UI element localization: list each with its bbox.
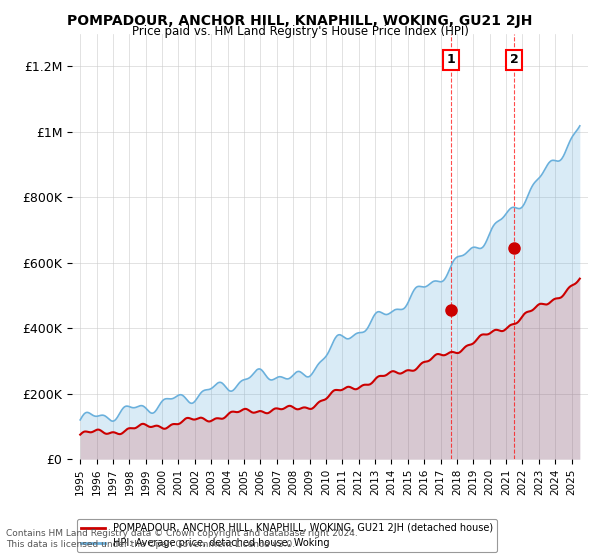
Text: Contains HM Land Registry data © Crown copyright and database right 2024.
This d: Contains HM Land Registry data © Crown c… [6,529,358,549]
Text: 2: 2 [510,53,518,66]
Text: Price paid vs. HM Land Registry's House Price Index (HPI): Price paid vs. HM Land Registry's House … [131,25,469,38]
Legend: POMPADOUR, ANCHOR HILL, KNAPHILL, WOKING, GU21 2JH (detached house), HPI: Averag: POMPADOUR, ANCHOR HILL, KNAPHILL, WOKING… [77,519,497,552]
Text: 1: 1 [446,53,455,66]
Text: POMPADOUR, ANCHOR HILL, KNAPHILL, WOKING, GU21 2JH: POMPADOUR, ANCHOR HILL, KNAPHILL, WOKING… [67,14,533,28]
